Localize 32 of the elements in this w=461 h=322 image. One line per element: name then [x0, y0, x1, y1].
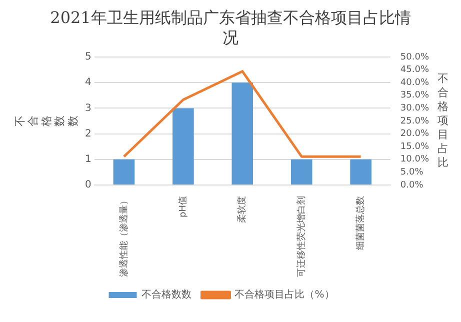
y2-tick-label: 45.0% — [400, 65, 430, 76]
y-tick-label: 4 — [84, 77, 92, 88]
bar — [172, 108, 194, 184]
x-tick-label: 渗透性能（渗透量） — [118, 196, 130, 277]
y2-axis-title: 不合格项目占比 — [436, 72, 448, 169]
y2-tick-label: 40.0% — [400, 78, 430, 88]
y2-tick-label: 0.0% — [400, 180, 424, 190]
y-tick-label: 1 — [84, 154, 92, 165]
bar — [350, 159, 372, 184]
bar — [232, 82, 254, 184]
x-tick-label: pH值 — [178, 196, 189, 218]
chart-title: 2021年卫生用纸制品广东省抽查不合格项目占比情况 — [49, 8, 412, 48]
y-tick-label: 5 — [84, 52, 92, 63]
y2-tick-label: 20.0% — [400, 129, 430, 140]
bar — [113, 159, 135, 184]
y2-tick-label: 10.0% — [400, 154, 430, 165]
x-tick-label: 柔软度 — [236, 196, 248, 223]
y2-tick-label: 35.0% — [400, 90, 430, 101]
y2-tick-label: 5.0% — [400, 168, 424, 178]
bar — [290, 159, 312, 184]
y-axis-title: 不合格数数 — [13, 116, 80, 128]
y-tick-label: 0 — [84, 180, 92, 191]
y2-tick-label: 50.0% — [400, 52, 430, 62]
legend-label: 不合格项目占比（%） — [234, 288, 334, 301]
x-tick-label: 可迁移性荧光增白剂 — [296, 196, 307, 277]
y-tick-label: 2 — [84, 128, 92, 140]
y2-tick-label: 25.0% — [400, 116, 430, 126]
x-tick-label: 细菌菌落总数 — [355, 196, 366, 250]
y-tick-label: 3 — [84, 102, 92, 114]
legend-label: 不合格数数 — [142, 288, 192, 301]
y2-tick-label: 30.0% — [400, 104, 430, 114]
y2-tick-label: 15.0% — [400, 142, 430, 152]
